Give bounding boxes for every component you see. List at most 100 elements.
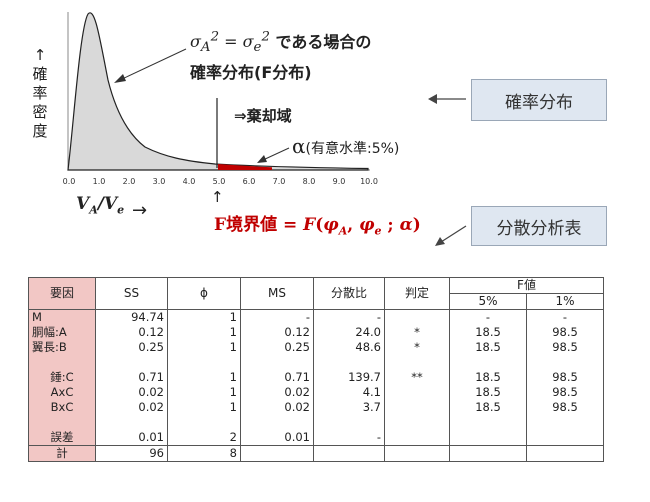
row-judge — [384, 415, 450, 430]
row-judge — [384, 385, 450, 400]
table-total-row: 計 96 8 — [28, 445, 604, 462]
equation-math: σA2 = σe2 — [190, 30, 270, 56]
row-ss: 94.74 — [95, 309, 168, 325]
row-f5: 18.5 — [449, 370, 527, 385]
f-distribution-diagram: 0.0 1.0 2.0 3.0 4.0 5.0 6.0 7.0 8.0 9.0 10.0 — [63, 12, 467, 246]
row-f1: 98.5 — [526, 340, 604, 355]
rejection-label: ⇒棄却域 — [234, 107, 292, 125]
header-factor: 要因 — [28, 277, 96, 310]
row-phi — [167, 415, 241, 430]
y-label-char: 密 — [32, 103, 48, 121]
x-tick-label: 10.0 — [360, 177, 378, 186]
row-factor: M — [28, 309, 96, 325]
x-tick-label: 6.0 — [243, 177, 256, 186]
row-factor: AxC — [28, 385, 96, 400]
anova-box-pointer-arrowhead — [435, 237, 445, 246]
row-ms: 0.01 — [240, 430, 314, 446]
row-judge: * — [384, 340, 450, 355]
header-f1: 1% — [526, 293, 604, 310]
row-ms: 0.02 — [240, 385, 314, 400]
table-row: 誤差 0.01 2 0.01- — [28, 430, 604, 446]
row-ratio: 139.7 — [313, 370, 385, 385]
total-factor: 計 — [28, 445, 96, 462]
header-ss: SS — [95, 277, 168, 310]
boundary-up-arrow: ↑ — [211, 188, 224, 206]
row-f5: 18.5 — [449, 340, 527, 355]
row-f1: - — [526, 309, 604, 325]
row-factor — [28, 355, 96, 370]
table-row: AxC 0.02 1 0.02 4.1 18.5 98.5 — [28, 385, 604, 400]
y-label-char: 率 — [32, 84, 48, 102]
row-ratio: 48.6 — [313, 340, 385, 355]
x-axis-variable: VA/Ve — [76, 194, 125, 217]
row-ratio: 3.7 — [313, 400, 385, 415]
row-f1: 98.5 — [526, 400, 604, 415]
row-ms: 0.12 — [240, 325, 314, 340]
alpha-pointer-line — [262, 147, 290, 161]
row-ratio: - — [313, 309, 385, 325]
anova-table-label: 分散分析表 — [471, 206, 607, 246]
row-judge — [384, 400, 450, 415]
row-judge: ** — [384, 370, 450, 385]
equation-line1-text: である場合の — [275, 32, 372, 52]
row-ms: 0.02 — [240, 400, 314, 415]
row-f5 — [449, 355, 527, 370]
row-factor: 翼長:B — [28, 340, 96, 355]
curve-pointer-line — [119, 48, 187, 81]
row-f5 — [449, 430, 527, 446]
prob-box-pointer-arrowhead — [428, 94, 437, 104]
row-ratio — [313, 355, 385, 370]
row-f5: 18.5 — [449, 325, 527, 340]
f-boundary-label: F境界値 = F(φA, φe ; α) — [214, 215, 421, 238]
table-row — [28, 415, 604, 430]
y-label-char: 度 — [32, 122, 48, 140]
row-judge — [384, 430, 450, 446]
row-phi: 1 — [167, 400, 241, 415]
row-ms: - — [240, 309, 314, 325]
x-tick-label: 5.0 — [213, 177, 226, 186]
row-ss: 0.02 — [95, 400, 168, 415]
x-tick-label: 4.0 — [183, 177, 196, 186]
row-ss — [95, 415, 168, 430]
row-factor: 胴幅:A — [28, 325, 96, 340]
row-factor: BxC — [28, 400, 96, 415]
row-ss: 0.01 — [95, 430, 168, 446]
row-ss: 0.25 — [95, 340, 168, 355]
table-row — [28, 355, 604, 370]
anova-table: 要因 SS ϕ MS 分散比 判定 F値 5% 1% M 94.74 1- - - - 胴幅… — [28, 277, 604, 462]
row-f1 — [526, 415, 604, 430]
equation-line2: 確率分布(F分布) — [190, 62, 312, 82]
row-f5 — [449, 415, 527, 430]
row-f5: 18.5 — [449, 385, 527, 400]
row-ratio: - — [313, 430, 385, 446]
row-ratio — [313, 415, 385, 430]
row-f1: 98.5 — [526, 370, 604, 385]
row-judge: * — [384, 325, 450, 340]
curve-pointer-arrowhead — [114, 74, 126, 83]
row-phi — [167, 355, 241, 370]
row-ms: 0.71 — [240, 370, 314, 385]
row-factor: 誤差 — [28, 430, 96, 446]
header-phi: ϕ — [167, 277, 241, 310]
row-ss: 0.12 — [95, 325, 168, 340]
header-f5: 5% — [449, 293, 527, 310]
x-tick-label: 3.0 — [153, 177, 166, 186]
total-ss: 96 — [95, 445, 168, 462]
alpha-text: (有意水準:5%) — [305, 141, 400, 157]
density-curve — [67, 12, 369, 171]
row-f1: 98.5 — [526, 385, 604, 400]
y-label-arrow: ↑ — [33, 46, 47, 64]
total-empty-cell — [449, 445, 527, 462]
total-empty-cell — [313, 445, 385, 462]
header-f-value: F値 — [449, 277, 604, 294]
row-judge — [384, 309, 450, 325]
table-row: BxC 0.02 1 0.02 3.7 18.5 98.5 — [28, 400, 604, 415]
f-boundary-prefix: F境界値 — [214, 215, 278, 235]
header-ms: MS — [240, 277, 314, 310]
x-tick-label: 9.0 — [333, 177, 346, 186]
table-row: 胴幅:A 0.12 1 0.12 24.0 * 18.5 98.5 — [28, 325, 604, 340]
x-tick-label: 2.0 — [123, 177, 136, 186]
row-f5: 18.5 — [449, 400, 527, 415]
x-tick-label: 0.0 — [63, 177, 76, 186]
row-phi: 1 — [167, 309, 241, 325]
